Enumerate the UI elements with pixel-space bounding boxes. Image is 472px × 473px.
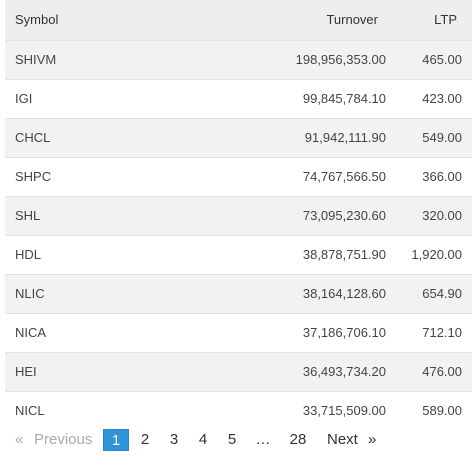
table-row[interactable]: NICA 37,186,706.10 712.10 <box>5 313 472 352</box>
turnover-cell: 99,845,784.10 <box>302 91 386 106</box>
ltp-cell: 589.00 <box>422 403 462 419</box>
ltp-cell: 654.90 <box>422 286 462 301</box>
symbol-cell: SHPC <box>15 169 52 184</box>
ltp-cell: 476.00 <box>422 364 462 379</box>
page-button-5[interactable]: 5 <box>227 431 237 448</box>
table-row[interactable]: NLIC 38,164,128.60 654.90 <box>5 274 472 313</box>
column-header-symbol[interactable]: Symbol <box>15 12 59 28</box>
symbol-cell: NLIC <box>15 286 45 301</box>
next-page-button[interactable]: Next <box>327 431 358 448</box>
table-row[interactable]: HDL 38,878,751.90 1,920.00 <box>5 235 472 274</box>
column-header-ltp[interactable]: LTP <box>434 12 457 28</box>
table-row[interactable]: SHPC 74,767,566.50 366.00 <box>5 157 472 196</box>
turnover-cell: 91,942,111.90 <box>304 130 386 145</box>
page-button-4[interactable]: 4 <box>198 431 208 448</box>
pagination: « Previous 1 2 3 4 5 … 28 Next » <box>0 429 472 453</box>
symbol-cell: IGI <box>15 91 33 106</box>
turnover-cell: 33,715,509.00 <box>302 403 386 419</box>
ltp-cell: 320.00 <box>422 208 462 223</box>
ltp-cell: 549.00 <box>422 130 462 145</box>
next-arrow-icon: » <box>368 431 377 448</box>
page-button-1[interactable]: 1 <box>103 429 129 451</box>
ltp-cell: 423.00 <box>422 91 462 106</box>
turnover-table: Symbol Turnover LTP SHIVM 198,956,353.00 4… <box>5 0 472 430</box>
ltp-cell: 366.00 <box>422 169 462 184</box>
turnover-cell: 198,956,353.00 <box>295 52 386 67</box>
ltp-cell: 712.10 <box>422 325 462 340</box>
previous-page-button[interactable]: Previous <box>34 431 93 448</box>
turnover-cell: 73,095,230.60 <box>302 208 386 223</box>
table-row[interactable]: IGI 99,845,784.10 423.00 <box>5 79 472 118</box>
column-header-turnover[interactable]: Turnover <box>326 12 378 28</box>
symbol-cell: HEI <box>15 364 37 379</box>
table-row[interactable]: NICL 33,715,509.00 589.00 <box>5 391 472 430</box>
ltp-cell: 1,920.00 <box>411 247 462 262</box>
symbol-cell: CHCL <box>15 130 51 145</box>
page-button-last[interactable]: 28 <box>289 431 307 448</box>
turnover-cell: 38,164,128.60 <box>302 286 386 301</box>
page-button-3[interactable]: 3 <box>169 431 179 448</box>
symbol-cell: SHIVM <box>15 52 57 67</box>
page-button-2[interactable]: 2 <box>140 431 150 448</box>
symbol-cell: HDL <box>15 247 42 262</box>
table-row[interactable]: CHCL 91,942,111.90 549.00 <box>5 118 472 157</box>
turnover-cell: 38,878,751.90 <box>302 247 386 262</box>
pagination-ellipsis: … <box>255 431 271 448</box>
turnover-cell: 36,493,734.20 <box>302 364 386 379</box>
turnover-cell: 37,186,706.10 <box>302 325 386 340</box>
symbol-cell: NICL <box>15 403 45 419</box>
symbol-cell: SHL <box>15 208 41 223</box>
turnover-cell: 74,767,566.50 <box>302 169 386 184</box>
ltp-cell: 465.00 <box>422 52 462 67</box>
table-row[interactable]: SHIVM 198,956,353.00 465.00 <box>5 40 472 79</box>
table-row[interactable]: HEI 36,493,734.20 476.00 <box>5 352 472 391</box>
table-row[interactable]: SHL 73,095,230.60 320.00 <box>5 196 472 235</box>
symbol-cell: NICA <box>15 325 47 340</box>
previous-arrow-icon: « <box>15 431 24 448</box>
table-header-row: Symbol Turnover LTP <box>5 0 472 40</box>
